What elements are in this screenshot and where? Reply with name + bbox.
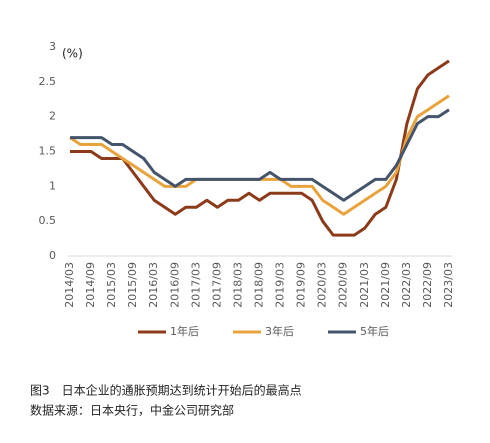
x-tick-label: 2017/03 xyxy=(189,262,202,308)
y-tick-label: 2.5 xyxy=(39,75,57,88)
x-tick-label: 2016/09 xyxy=(168,262,181,308)
x-tick-label: 2021/09 xyxy=(379,262,392,308)
y-unit-label: (%) xyxy=(62,47,83,61)
x-tick-label: 2022/09 xyxy=(421,262,434,308)
x-tick-label: 2014/09 xyxy=(84,262,97,308)
x-tick-label: 2020/03 xyxy=(316,262,329,308)
legend-label: 3年后 xyxy=(265,324,294,338)
x-tick-label: 2018/09 xyxy=(253,262,266,308)
y-tick-label: 2 xyxy=(49,110,56,123)
x-tick-label: 2023/03 xyxy=(442,262,455,308)
legend-label: 5年后 xyxy=(360,324,389,338)
x-tick-label: 2017/09 xyxy=(210,262,223,308)
series-line xyxy=(69,94,450,216)
y-tick-label: 0.5 xyxy=(39,214,57,227)
x-tick-label: 2020/09 xyxy=(337,262,350,308)
x-tick-label: 2016/03 xyxy=(147,262,160,308)
x-tick-label: 2015/03 xyxy=(105,262,118,308)
x-tick-label: 2018/03 xyxy=(231,262,244,308)
y-tick-label: 1.5 xyxy=(39,145,57,158)
x-tick-label: 2015/09 xyxy=(126,262,139,308)
source: 数据来源：日本央行，中金公司研究部 xyxy=(30,403,234,418)
x-tick-label: 2019/09 xyxy=(295,262,308,308)
x-tick-label: 2022/03 xyxy=(400,262,413,308)
legend-label: 1年后 xyxy=(170,324,199,338)
x-tick-label: 2019/03 xyxy=(274,262,287,308)
x-tick-label: 2014/03 xyxy=(63,262,76,308)
y-tick-label: 0 xyxy=(49,249,56,262)
x-tick-label: 2021/03 xyxy=(358,262,371,308)
caption: 图3 日本企业的通胀预期达到统计开始后的最高点 xyxy=(30,383,302,398)
y-tick-label: 1 xyxy=(49,179,56,192)
series-line xyxy=(70,108,450,202)
series-line xyxy=(70,59,450,237)
y-tick-label: 3 xyxy=(49,40,56,53)
